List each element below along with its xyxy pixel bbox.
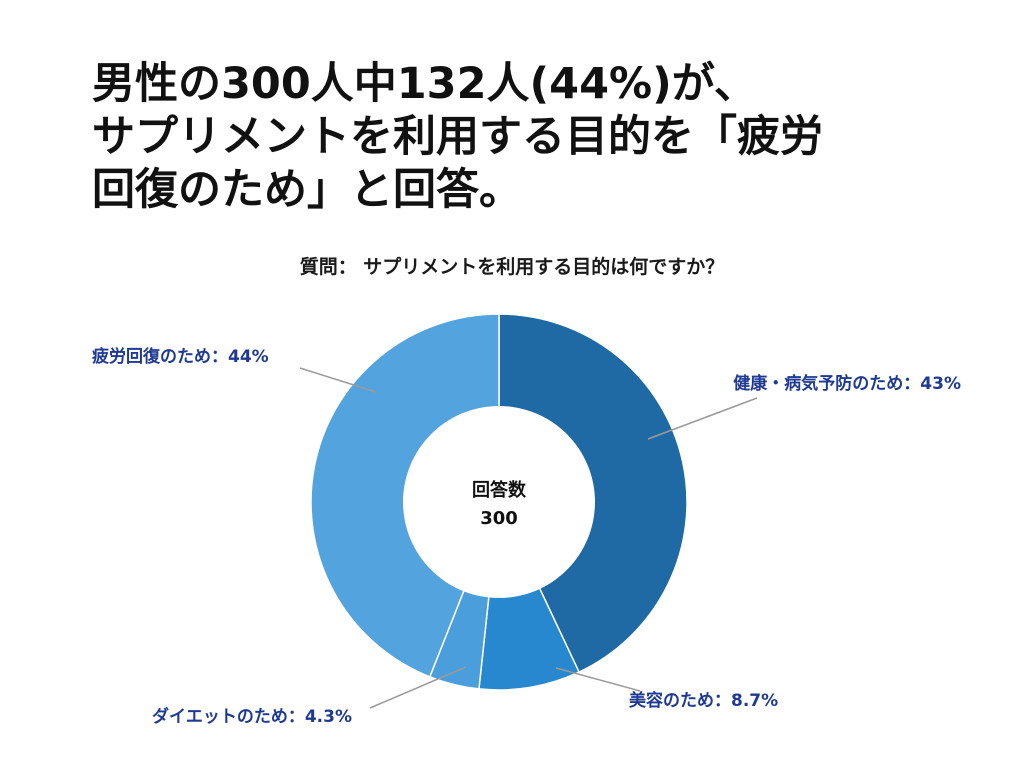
- headline-line-1: 男性の300人中132人(44%)が、: [92, 59, 757, 109]
- leader-line-4: [299, 367, 377, 393]
- leader-lines: [299, 367, 758, 709]
- headline: 男性の300人中132人(44%)が、 サプリメントを利用する目的を「疲労 回復…: [92, 58, 952, 217]
- slice-labels: 健康・病気予防のため：43% 美容のため：8.7% ダイエットのため：4.3% 疲労回…: [92, 346, 961, 727]
- leader-line-2: [555, 667, 641, 692]
- slice-label-4: 疲労回復のため：44%: [92, 346, 269, 367]
- leader-line-1: [647, 397, 758, 440]
- center-label: 回答数: [472, 479, 527, 501]
- leader-line-3: [369, 666, 467, 709]
- slice-label-3: ダイエットのため：4.3%: [152, 706, 352, 727]
- slice-label-2: 美容のため：8.7%: [629, 690, 778, 711]
- slice-label-1: 健康・病気予防のため：43%: [733, 373, 961, 394]
- question-text: 質問： サプリメントを利用する目的は何ですか？: [299, 256, 725, 278]
- center-value: 300: [480, 508, 518, 529]
- donut-hole: [403, 406, 595, 598]
- headline-line-3: 回復のため」と回答。: [92, 165, 522, 215]
- headline-line-2: サプリメントを利用する目的を「疲労: [92, 112, 823, 162]
